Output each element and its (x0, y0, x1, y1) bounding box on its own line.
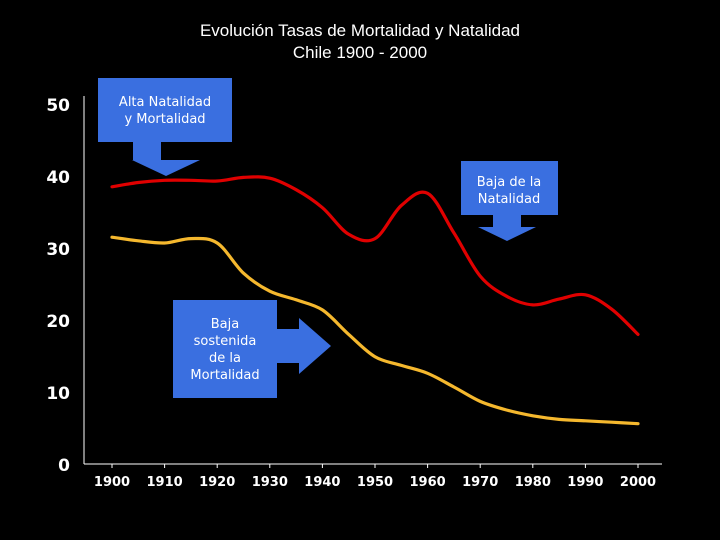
callout-arrow-right (277, 318, 331, 374)
callout-2: Baja sostenida de la Mortalidad (173, 300, 331, 398)
callout-text-line: Natalidad (478, 192, 540, 207)
callout-text-line: Baja de la (477, 175, 542, 190)
y-tick-label: 50 (46, 96, 70, 116)
callout-1: Baja de la Natalidad (461, 161, 558, 241)
callout-arrow-down (478, 215, 536, 241)
axes (83, 96, 662, 465)
x-tick-label: 1930 (252, 475, 288, 490)
x-tick-label: 1960 (410, 475, 446, 490)
x-axis-ticks: 1900 1910 1920 1930 1940 1950 1960 1970 1980 1990… (94, 464, 656, 490)
y-tick-label: 40 (46, 168, 70, 188)
y-tick-label: 30 (46, 240, 70, 260)
y-tick-label: 20 (46, 312, 70, 332)
callout-box (461, 161, 558, 215)
series-line-1 (110, 235, 640, 426)
x-tick-label: 1920 (199, 475, 235, 490)
callout-text-line: Mortalidad (190, 368, 259, 383)
callout-box (173, 300, 277, 398)
x-tick-label: 1980 (515, 475, 551, 490)
callout-text-line: Baja (211, 317, 239, 332)
x-tick-label: 1940 (304, 475, 340, 490)
callout-text-line: Alta Natalidad (119, 95, 211, 110)
y-axis-ticks: 0 10 20 30 40 50 (46, 96, 70, 476)
annotation-callouts: Alta Natalidad y Mortalidad Baja de la Nata… (98, 78, 558, 398)
x-tick-label: 1970 (462, 475, 498, 490)
callout-text-line: sostenida (194, 334, 257, 349)
y-tick-label: 10 (46, 384, 70, 404)
x-tick-label: 2000 (620, 475, 656, 490)
chart-title-line2: Chile 1900 - 2000 (292, 43, 428, 62)
x-tick-label: 1990 (567, 475, 603, 490)
callout-arrow-down (132, 142, 200, 176)
callout-text-line: de la (209, 351, 241, 366)
y-tick-label: 0 (58, 456, 70, 476)
series-lines (110, 175, 640, 426)
x-tick-label: 1950 (357, 475, 393, 490)
x-tick-label: 1900 (94, 475, 130, 490)
callout-0: Alta Natalidad y Mortalidad (98, 78, 232, 176)
callout-text-line: y Mortalidad (124, 112, 205, 127)
callout-box (98, 78, 232, 142)
x-tick-label: 1910 (147, 475, 183, 490)
chart-title-line1: Evolución Tasas de Mortalidad y Natalida… (199, 21, 521, 40)
chart-title: Evolución Tasas de Mortalidad y Natalida… (0, 20, 720, 64)
series-line-0 (110, 175, 640, 336)
